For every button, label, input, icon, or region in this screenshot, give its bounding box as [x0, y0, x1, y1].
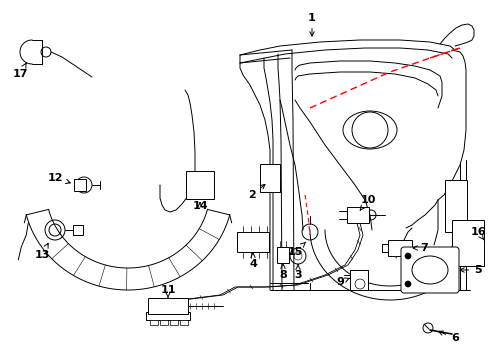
Text: 13: 13 — [34, 243, 50, 260]
Bar — [349, 270, 367, 290]
Bar — [146, 312, 190, 320]
Text: 3: 3 — [294, 264, 301, 280]
Bar — [346, 207, 368, 223]
Text: 7: 7 — [412, 243, 427, 253]
Bar — [150, 320, 158, 325]
Bar — [160, 320, 168, 325]
Text: 10: 10 — [360, 195, 375, 210]
Bar — [387, 240, 411, 256]
Text: 14: 14 — [192, 201, 207, 211]
Text: 6: 6 — [438, 331, 458, 343]
Bar — [276, 247, 288, 263]
Bar — [180, 320, 187, 325]
Text: 5: 5 — [459, 265, 481, 275]
Bar — [74, 179, 86, 191]
Text: 8: 8 — [279, 264, 286, 280]
Bar — [451, 220, 483, 266]
Circle shape — [404, 253, 410, 259]
Bar — [73, 225, 83, 235]
Text: 12: 12 — [47, 173, 70, 184]
FancyBboxPatch shape — [400, 247, 458, 293]
Text: 16: 16 — [469, 227, 485, 240]
Bar — [239, 234, 266, 250]
Bar — [185, 171, 214, 199]
Circle shape — [404, 281, 410, 287]
Text: 17: 17 — [12, 63, 28, 79]
Bar — [237, 232, 268, 252]
Text: 9: 9 — [335, 277, 349, 287]
Text: 2: 2 — [247, 184, 264, 200]
Text: 15: 15 — [287, 242, 305, 257]
Text: 11: 11 — [160, 285, 175, 298]
Text: 4: 4 — [248, 253, 256, 269]
Text: 1: 1 — [307, 13, 315, 36]
Bar — [148, 298, 187, 314]
Bar — [170, 320, 178, 325]
Bar — [444, 180, 466, 232]
Bar — [260, 164, 280, 192]
